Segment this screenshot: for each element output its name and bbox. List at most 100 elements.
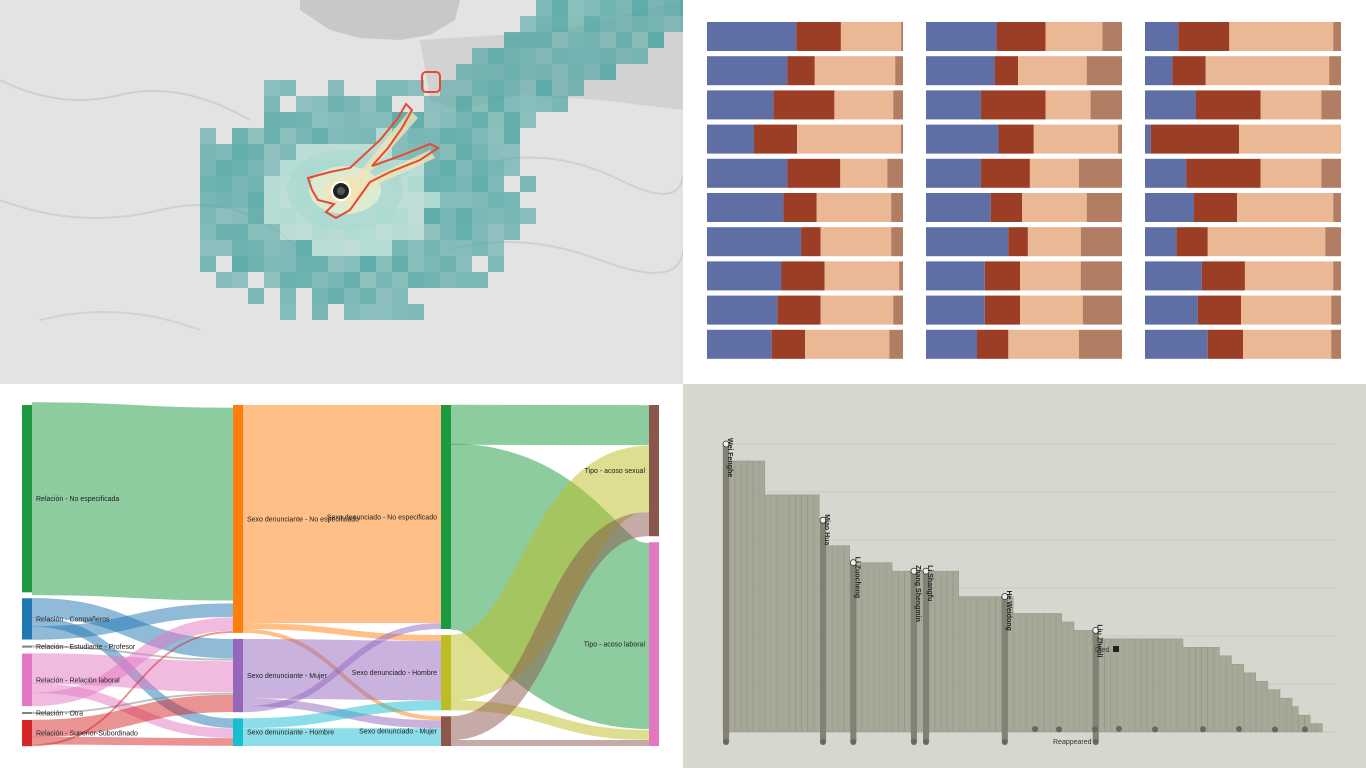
bar-segment-1 [707,193,784,222]
heat-cell [568,16,584,32]
heat-cell [232,272,248,288]
heat-cell [296,112,312,128]
step-bar [734,460,741,733]
heat-cell [504,48,520,64]
heat-cell [248,224,264,240]
sankey-link [242,700,442,729]
step-bar [1201,647,1208,733]
sankey-link [31,402,234,601]
heat-cell [440,256,456,272]
heat-cell [200,160,216,176]
bar-segment-3 [1260,158,1322,188]
step-bar [947,570,953,733]
sankey-node [441,405,451,629]
person-bar [820,520,827,742]
bar-segment-2 [777,295,821,325]
step-bar [837,545,844,733]
step-bar [953,570,959,733]
bar-segment-2 [996,22,1046,51]
sankey-link [31,694,234,738]
heat-cell [248,160,264,176]
step-bar [983,596,990,733]
sankey-link [31,645,234,661]
bar-segment-1 [707,329,772,359]
bar-segment-4 [893,90,903,120]
heat-cell [248,192,264,208]
heat-cell [360,288,376,304]
step-bar [1050,613,1056,733]
heat-cell [360,128,376,144]
step-bar [1268,689,1275,733]
person-name: Miao Hua [823,514,830,545]
heat-cell [552,80,568,96]
heat-cell [424,256,440,272]
bar-segment-2 [1178,22,1230,51]
bar-segment-1 [926,124,999,154]
heat-cell [648,32,664,48]
bar-segment-1 [926,227,1009,257]
heat-cell [232,224,248,240]
heat-cell [584,0,600,16]
step-bar [1062,621,1069,733]
step-bar [1165,638,1172,733]
step-bar [1286,697,1293,733]
bar-segment-4 [1331,329,1341,359]
exit-dots [1032,725,1308,733]
sankey-node-label: Tipo - acoso laboral [584,642,646,649]
stacked-bars-svg [707,22,1341,359]
heat-cell [472,160,488,176]
step-bar [959,596,966,733]
heat-cell [264,176,280,192]
heat-cell [552,48,568,64]
heat-cell [472,192,488,208]
step-bar [795,494,802,733]
heat-cell [376,224,392,240]
exit-dot [1056,726,1062,733]
heat-cell [248,256,264,272]
heat-cell [392,256,408,272]
bar-segment-2 [1194,193,1238,222]
step-bar [1231,664,1238,733]
step-bar [1019,613,1026,733]
heat-cell [488,192,504,208]
bar-segment-1 [926,90,981,120]
bar-segment-4 [1090,90,1122,120]
step-bar [807,494,814,733]
bar-segment-2 [796,22,841,51]
bar-segment-1 [926,56,995,86]
heat-cell [360,256,376,272]
bar-segment-1 [707,124,754,154]
step-bar [1256,681,1262,733]
bar-segment-2 [1201,261,1245,291]
heat-cell [328,272,344,288]
sankey-node [22,653,32,707]
sankey-node [22,598,32,640]
heat-cell [568,80,584,96]
sankey-node-label: Sexo denunciado - Mujer [359,729,437,736]
heat-cell [360,272,376,288]
bar-segment-4 [1082,295,1122,325]
heat-cell [456,272,472,288]
heat-cell [328,128,344,144]
bar-segment-4 [1331,295,1341,325]
heat-cell [408,256,424,272]
heat-cell [440,240,456,256]
heat-cell [424,240,440,256]
heat-cell [392,304,408,320]
heat-cell [328,256,344,272]
heat-cell [264,160,280,176]
sankey-node [22,405,32,593]
heat-cell [200,128,216,144]
heat-cell [232,176,248,192]
bar-segment-2 [1172,56,1206,86]
bar-segment-1 [926,329,977,359]
heat-cell [392,272,408,288]
bar-segment-1 [707,90,774,120]
step-bar [1104,638,1111,733]
step-bar [789,494,796,733]
heat-cell [520,64,536,80]
heat-cell [408,304,424,320]
step-bar [1274,689,1281,733]
step-bar [1122,638,1129,733]
bar-segment-2 [773,90,835,120]
